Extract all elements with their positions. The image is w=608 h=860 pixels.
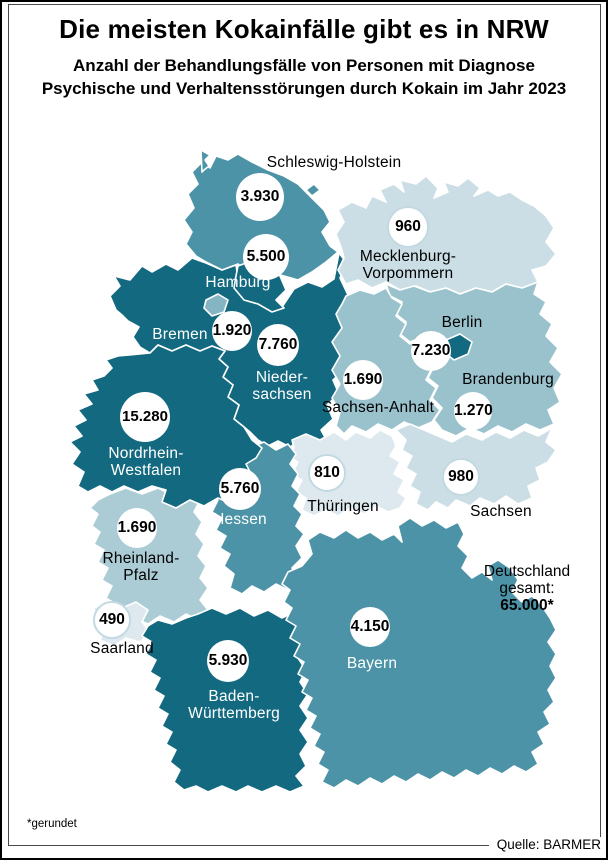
island-shape-fehmarn — [305, 183, 321, 197]
value-badge-thueringen: 810 — [308, 454, 346, 492]
state-label-nordrhein-westfalen: Nordrhein- Westfalen — [108, 445, 184, 479]
total-line-2: gesamt: — [499, 579, 555, 597]
value-badge-nordrhein-westfalen: 15.280 — [120, 392, 170, 442]
state-label-mecklenburg-vorpommern: Mecklenburg- Vorpommern — [359, 248, 457, 282]
value-badge-saarland: 490 — [93, 601, 131, 639]
state-label-sachsen: Sachsen — [470, 502, 532, 520]
value-badge-sachsen-anhalt: 1.690 — [343, 360, 383, 400]
state-label-schleswig-holstein: Schleswig-Holstein — [266, 153, 402, 171]
state-label-bayern: Bayern — [346, 654, 398, 672]
island-shape-north — [200, 149, 211, 173]
state-label-bremen: Bremen — [152, 325, 208, 343]
page-title: Die meisten Kokainfälle gibt es in NRW — [59, 14, 549, 44]
subtitle-line-1: Anzahl der Behandlungsfälle von Personen… — [73, 56, 535, 75]
value-badge-brandenburg: 1.270 — [454, 392, 493, 430]
source-credit: Quelle: BARMER — [488, 837, 603, 854]
inner-border-box — [8, 4, 601, 846]
value-badge-sachsen: 980 — [442, 458, 480, 496]
total-value: 65.000* — [500, 597, 554, 614]
value-badge-berlin: 7.230 — [411, 331, 451, 371]
value-badge-baden-wuerttemberg: 5.930 — [207, 640, 249, 682]
state-label-saarland: Saarland — [90, 639, 154, 657]
total-line-1: Deutschland — [483, 563, 571, 580]
state-label-thueringen: Thüringen — [307, 497, 379, 515]
value-badge-bayern: 4.150 — [350, 607, 390, 647]
state-label-brandenburg: Brandenburg — [462, 370, 554, 388]
subtitle-line-2: Psychische und Verhaltensstörungen durch… — [41, 79, 567, 98]
state-label-rheinland-pfalz: Rheinland- Pfalz — [102, 550, 180, 584]
value-badge-rheinland-pfalz: 1.690 — [117, 508, 157, 548]
state-shape-thueringen — [287, 429, 407, 517]
value-badge-niedersachsen: 7.760 — [257, 324, 299, 366]
state-label-niedersachsen: Nieder- sachsen — [252, 369, 312, 403]
header: Die meisten Kokainfälle gibt es in NRW A… — [14, 14, 594, 100]
state-shape-bayern — [281, 517, 557, 789]
state-label-berlin: Berlin — [441, 313, 483, 331]
state-label-hessen: Hessen — [213, 510, 267, 528]
state-label-sachsen-anhalt: Sachsen-Anhalt — [321, 398, 435, 416]
state-label-baden-wuerttemberg: Baden- Württemberg — [188, 688, 280, 722]
value-badge-mecklenburg-vorpommern: 960 — [387, 206, 429, 248]
value-badge-hessen: 5.760 — [219, 468, 261, 510]
state-label-hamburg: Hamburg — [205, 273, 271, 291]
page-subtitle: Anzahl der Behandlungsfälle von Personen… — [14, 54, 594, 100]
value-badge-hamburg: 5.500 — [243, 234, 289, 280]
germany-total: Deutschland gesamt: 65.000* — [452, 564, 602, 615]
value-badge-schleswig-holstein: 3.930 — [236, 173, 284, 221]
value-badge-bremen: 1.920 — [212, 311, 252, 351]
footnote-rounded: *gerundet — [27, 818, 77, 830]
